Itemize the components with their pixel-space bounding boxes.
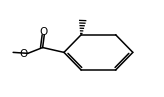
Text: O: O bbox=[39, 27, 48, 38]
Text: O: O bbox=[20, 49, 28, 59]
